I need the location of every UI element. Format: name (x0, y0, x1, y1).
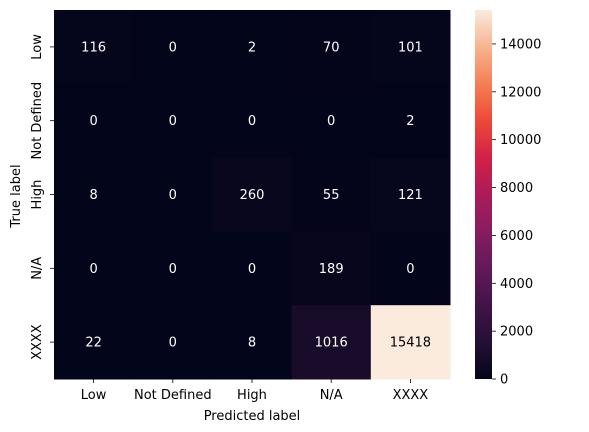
cell-value-label: 116 (81, 40, 106, 55)
heatmap-cell (54, 83, 134, 159)
x-tick-label: High (237, 388, 267, 403)
cell-value-label: 22 (85, 336, 102, 351)
cell-value-label: 0 (169, 114, 177, 129)
heatmap-cell (133, 305, 213, 380)
heatmap-cell (212, 83, 293, 159)
heatmap-cell (212, 10, 293, 85)
colorbar-tick-label: 4000 (500, 277, 533, 292)
y-axis-label: True label (9, 164, 24, 228)
heatmap-cell (54, 10, 134, 85)
heatmap-cell (370, 231, 451, 306)
y-tick-label: Not Defined (30, 82, 45, 160)
y-tick-label: N/A (30, 257, 45, 280)
y-tick-label: XXXX (30, 324, 45, 360)
colorbar-ticks: 0 2000 4000 6000 8000 10000 12000 14000 (492, 37, 541, 388)
cell-value-label: 189 (319, 262, 344, 277)
cell-value-label: 101 (398, 40, 423, 55)
cell-value-label: 8 (248, 336, 256, 351)
heatmap-cell (54, 305, 134, 380)
cell-value-label: 15418 (390, 336, 431, 351)
cell-value-label: 0 (89, 262, 97, 277)
heatmap-cell (370, 83, 451, 159)
x-axis-ticks: Low Not Defined High N/A XXXX (81, 379, 429, 403)
cell-value-label: 0 (248, 114, 256, 129)
heatmap-cell (212, 305, 293, 380)
cell-value-label: 55 (323, 188, 340, 203)
heatmap-cells (54, 10, 451, 380)
cell-value-label: 0 (169, 262, 177, 277)
cell-annotations: 116 0 2 70 101 0 0 0 0 2 8 0 260 55 121 0 0 0 189 0 22 0 8 1016… (81, 40, 431, 350)
cell-value-label: 2 (248, 40, 256, 55)
cell-value-label: 0 (327, 114, 335, 129)
colorbar-tick-label: 2000 (500, 325, 533, 340)
colorbar-tick-label: 14000 (500, 37, 541, 52)
cell-value-label: 0 (169, 188, 177, 203)
x-tick-label: N/A (320, 388, 343, 403)
heatmap-cell (133, 157, 213, 232)
cell-value-label: 0 (89, 114, 97, 129)
heatmap-cell (291, 305, 372, 380)
colorbar-tick-label: 8000 (500, 181, 533, 196)
cell-value-label: 2 (406, 114, 414, 129)
heatmap-cell (291, 10, 372, 85)
cell-value-label: 0 (169, 40, 177, 55)
heatmap-cell (370, 305, 451, 380)
x-tick-label: XXXX (393, 388, 429, 403)
cell-value-label: 0 (169, 336, 177, 351)
cell-value-label: 0 (248, 262, 256, 277)
y-tick-label: High (30, 180, 45, 210)
cell-value-label: 1016 (315, 336, 348, 351)
heatmap-cell (54, 231, 134, 306)
heatmap-cell (212, 231, 293, 306)
heatmap-cell (133, 231, 213, 306)
cell-value-label: 0 (406, 262, 414, 277)
colorbar-tick-label: 12000 (500, 85, 541, 100)
x-axis-label: Predicted label (204, 409, 301, 424)
colorbar (475, 10, 492, 379)
colorbar-tick-label: 10000 (500, 133, 541, 148)
heatmap-cell (291, 83, 372, 159)
x-tick-label: Not Defined (134, 388, 212, 403)
y-axis-ticks: Low Not Defined High N/A XXXX (30, 34, 54, 360)
colorbar-tick-label: 6000 (500, 229, 533, 244)
cell-value-label: 8 (89, 188, 97, 203)
heatmap-cell (370, 157, 451, 232)
heatmap-cell (133, 83, 213, 159)
x-tick-label: Low (81, 388, 107, 403)
heatmap-cell (212, 157, 293, 232)
heatmap-cell (291, 231, 372, 306)
heatmap-cell (133, 10, 213, 85)
cell-value-label: 260 (240, 188, 265, 203)
cell-value-label: 121 (398, 188, 423, 203)
cell-value-label: 70 (323, 40, 340, 55)
heatmap-cell (291, 157, 372, 232)
y-tick-label: Low (30, 34, 45, 60)
colorbar-tick-label: 0 (500, 373, 508, 388)
heatmap-cell (54, 157, 134, 232)
heatmap-cell (370, 10, 451, 85)
